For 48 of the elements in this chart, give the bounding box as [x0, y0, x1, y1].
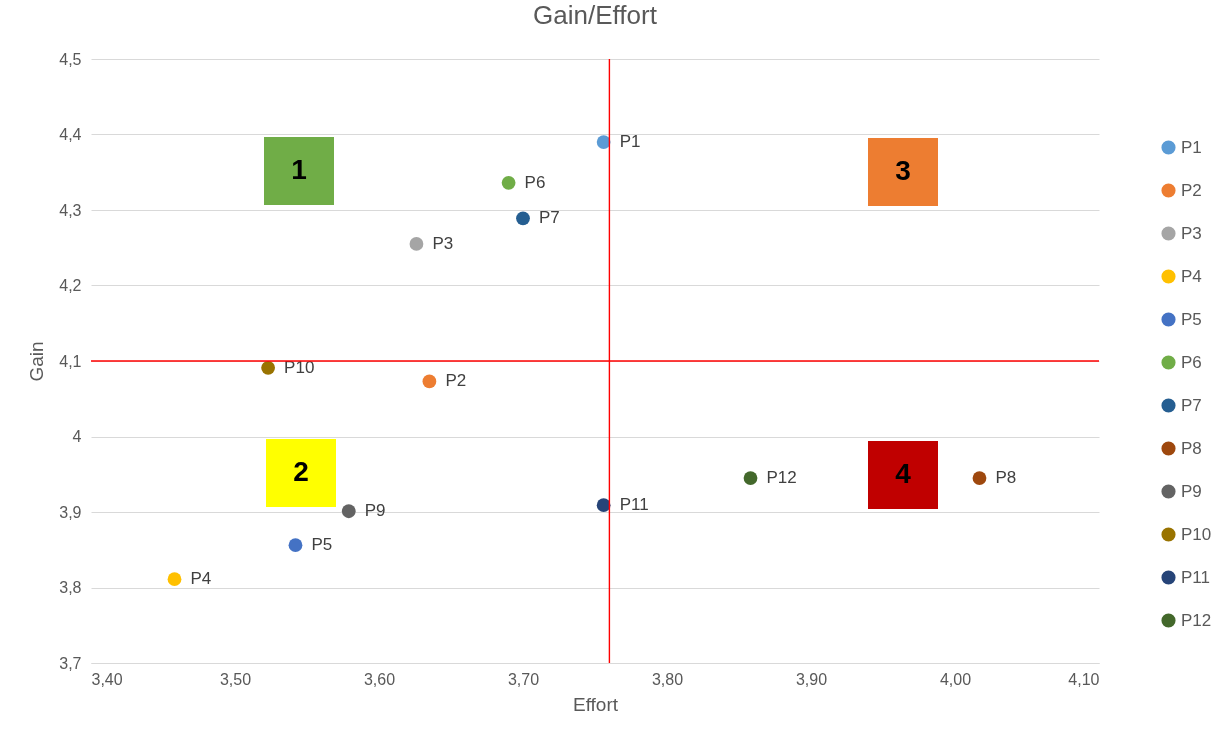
text: P3	[432, 233, 454, 253]
x-tick-label: 3,90	[795, 670, 828, 688]
chart-title: Gain/Effort	[533, 0, 658, 30]
text: P6	[524, 172, 546, 192]
x-tick-label: 4,00	[939, 670, 972, 688]
legend-label: P9	[1181, 481, 1202, 501]
annotation: 1	[291, 154, 307, 185]
y-tick-label: 4,2	[59, 277, 82, 294]
legend-label: P2	[1181, 180, 1202, 200]
y-tick-label: 4,3	[59, 201, 82, 219]
legend-label: P3	[1181, 223, 1202, 243]
text: P9	[364, 501, 386, 521]
text: P7	[539, 208, 560, 228]
x-tick-label: 3,70	[507, 670, 540, 688]
legend-label: P11	[1181, 567, 1210, 587]
legend-label: P7	[1181, 395, 1202, 415]
x-tick-label: 4,10	[1068, 670, 1100, 688]
text: P4	[190, 569, 212, 589]
legend-label: P10	[1181, 524, 1212, 544]
y-tick-label: 3,9	[59, 503, 82, 521]
y-tick-label: 3,7	[59, 654, 82, 672]
text: P1	[619, 132, 641, 152]
x-axis-title: Effort	[572, 693, 619, 715]
text: P12	[766, 468, 797, 488]
text: P11	[619, 495, 649, 515]
y-axis-title: Gain	[26, 341, 48, 382]
legend-label: P8	[1181, 438, 1202, 458]
y-tick-label: 4,1	[59, 352, 82, 370]
legend-label: P12	[1181, 610, 1212, 630]
annotation: 4	[895, 458, 912, 489]
text: P2	[445, 371, 467, 391]
annotation: 2	[293, 456, 309, 487]
legend-label: P1	[1181, 137, 1202, 157]
y-tick-label: 4	[72, 428, 82, 445]
x-tick-label: 3,50	[219, 670, 252, 688]
legend-label: P4	[1181, 266, 1202, 286]
y-tick-label: 3,8	[59, 579, 82, 596]
text: P8	[995, 468, 1017, 488]
y-tick-label: 4,5	[59, 50, 82, 68]
y-tick-label: 4,4	[59, 126, 82, 143]
text: P10	[284, 357, 315, 377]
annotation: 3	[895, 155, 911, 186]
legend-label: P5	[1181, 309, 1202, 329]
text: P5	[311, 535, 333, 555]
x-tick-label: 3,60	[363, 670, 396, 688]
x-tick-label: 3,80	[651, 670, 684, 688]
x-tick-label: 3,40	[91, 670, 123, 688]
legend-label: P6	[1181, 352, 1202, 372]
